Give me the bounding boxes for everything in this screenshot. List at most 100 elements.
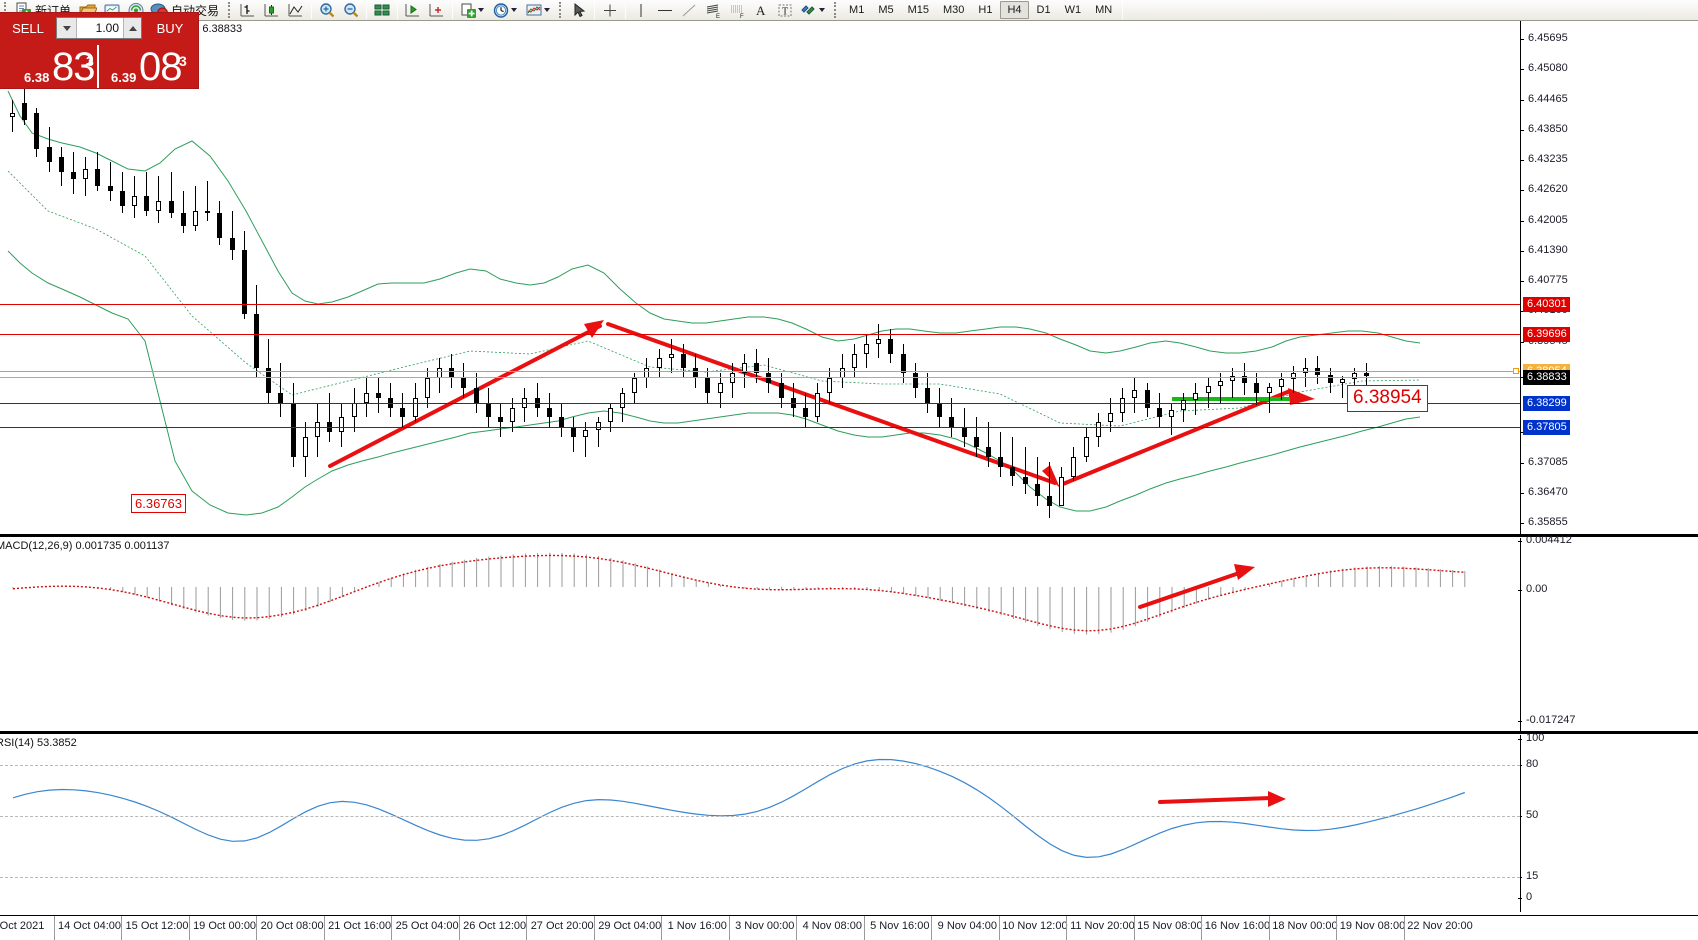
- price-level-line[interactable]: [0, 370, 1520, 372]
- rsi-pane[interactable]: RSI(14) 53.3852 100 80 50 15 0: [0, 732, 1698, 912]
- price-level-line[interactable]: [0, 402, 1520, 404]
- price-level-label[interactable]: 6.38833: [1523, 369, 1570, 385]
- toolbar-separator-3: [397, 1, 399, 19]
- candlestick: [644, 358, 650, 388]
- price-axis-line: [1520, 21, 1521, 536]
- one-click-trading-panel[interactable]: SELL 1.00 BUY 6.38 83 3 6.39 08 3: [0, 13, 198, 88]
- candlestick: [1095, 412, 1102, 447]
- annotation-target-label[interactable]: 6.38954: [1347, 385, 1428, 412]
- autoscroll-button[interactable]: [425, 0, 449, 20]
- toolbar-grip-3[interactable]: [559, 2, 563, 18]
- trendline-button[interactable]: [677, 0, 701, 20]
- timeframe-m1[interactable]: M1: [849, 4, 865, 16]
- candlestick-button[interactable]: [260, 0, 284, 20]
- candlestick: [1327, 368, 1334, 393]
- candlestick: [22, 87, 28, 125]
- candlestick: [571, 417, 577, 452]
- price-level-label[interactable]: 6.39696: [1523, 327, 1570, 343]
- macd-tick-bottom: -0.017247: [1518, 714, 1698, 726]
- indicators-button[interactable]: [522, 0, 555, 20]
- channel-button[interactable]: F: [725, 0, 749, 20]
- timeframe-m15[interactable]: M15: [907, 4, 929, 16]
- timeframe-mn[interactable]: MN: [1095, 4, 1113, 16]
- toolbar-grip-4[interactable]: [834, 2, 838, 18]
- rsi-tick-0: 0: [1518, 891, 1698, 903]
- label-button[interactable]: T: [773, 0, 797, 20]
- price-level-line[interactable]: [0, 334, 1520, 336]
- period-caret-icon[interactable]: [511, 8, 518, 12]
- price-tick: 6.42005: [1520, 214, 1698, 226]
- folder-button[interactable]: [76, 0, 100, 20]
- template-caret-icon[interactable]: [478, 8, 485, 12]
- toolbar-separator: [311, 1, 313, 19]
- fibo-button[interactable]: E: [701, 0, 725, 20]
- text-button[interactable]: A: [749, 0, 773, 20]
- annotation-low-label[interactable]: 6.36763: [131, 494, 186, 513]
- price-level-label[interactable]: 6.38299: [1523, 395, 1570, 411]
- chevron-up-icon: [128, 25, 137, 31]
- timeframe-d1[interactable]: D1: [1036, 4, 1051, 16]
- buy-button[interactable]: BUY: [156, 20, 184, 36]
- zoom-out-button[interactable]: [339, 0, 363, 20]
- indicators-caret-icon[interactable]: [544, 8, 551, 12]
- sell-price-display[interactable]: 6.38 83 3: [0, 45, 99, 88]
- price-level-line[interactable]: [0, 427, 1520, 429]
- macd-plot: [12, 552, 1466, 635]
- data-window-button[interactable]: [370, 0, 394, 20]
- timeframe-w1[interactable]: W1: [1064, 4, 1082, 16]
- buy-price-display[interactable]: 6.39 08 3: [101, 45, 198, 88]
- candlestick: [1193, 383, 1199, 416]
- period-button[interactable]: [489, 0, 522, 20]
- chart-area[interactable]: USDCNH-,H4 6.38936 6.38936 6.38802 6.388…: [0, 21, 1698, 940]
- candlestick: [1339, 375, 1346, 398]
- sell-button[interactable]: SELL: [12, 20, 44, 36]
- timeframe-m30[interactable]: M30: [943, 4, 965, 16]
- zoom-in-button[interactable]: [315, 0, 339, 20]
- price-level-line[interactable]: [0, 304, 1520, 306]
- price-level-line[interactable]: [0, 376, 1520, 378]
- candlestick: [1010, 437, 1016, 487]
- time-axis-separator: [863, 916, 865, 940]
- macd-pane[interactable]: MACD(12,26,9) 0.001735 0.001137 0.004412…: [0, 534, 1698, 733]
- text-icon: A: [752, 2, 770, 19]
- hline-button[interactable]: [653, 0, 677, 20]
- time-axis-separator: [1404, 916, 1405, 940]
- crosshair-button[interactable]: [598, 0, 622, 20]
- price-level-label[interactable]: 6.37805: [1523, 420, 1570, 436]
- timeframe-h1[interactable]: H1: [978, 4, 993, 16]
- candlestick: [1217, 373, 1224, 403]
- vline-icon: [632, 2, 650, 19]
- price-pane[interactable]: USDCNH-,H4 6.38936 6.38936 6.38802 6.388…: [0, 21, 1698, 536]
- candlestick: [180, 191, 187, 234]
- time-tick: 1 Nov 16:00: [667, 920, 727, 932]
- template-button[interactable]: [456, 0, 489, 20]
- price-level-handle[interactable]: [1513, 367, 1519, 374]
- volume-stepper[interactable]: 1.00: [56, 17, 142, 39]
- timeframe-h4[interactable]: H4: [1000, 1, 1029, 19]
- volume-dropdown-button[interactable]: [57, 18, 77, 38]
- candlestick: [1120, 387, 1126, 423]
- candlestick: [620, 387, 626, 423]
- volume-input[interactable]: 1.00: [95, 21, 119, 35]
- toolbar-grip[interactable]: [4, 2, 8, 18]
- cursor-button[interactable]: [567, 0, 591, 20]
- pane-separator-2[interactable]: [0, 731, 1698, 734]
- line-chart-button[interactable]: [284, 0, 308, 20]
- pane-separator-1[interactable]: [0, 534, 1698, 537]
- bar-chart-icon: [239, 2, 257, 19]
- time-tick: 19 Nov 08:00: [1339, 920, 1406, 932]
- bar-chart-button[interactable]: [236, 0, 260, 20]
- vline-button[interactable]: [629, 0, 653, 20]
- time-axis-separator: [121, 916, 123, 940]
- objects-caret-icon[interactable]: [819, 8, 826, 12]
- price-level-label[interactable]: 6.40301: [1523, 297, 1570, 313]
- time-tick: 4 Nov 08:00: [802, 920, 862, 932]
- candlestick: [95, 151, 101, 192]
- volume-increment-button[interactable]: [123, 18, 141, 38]
- shift-button[interactable]: [401, 0, 425, 20]
- objects-button[interactable]: [797, 0, 830, 20]
- candlestick: [205, 181, 211, 221]
- toolbar-grip-2[interactable]: [228, 2, 232, 18]
- candlestick: [327, 392, 333, 443]
- timeframe-m5[interactable]: M5: [878, 4, 894, 16]
